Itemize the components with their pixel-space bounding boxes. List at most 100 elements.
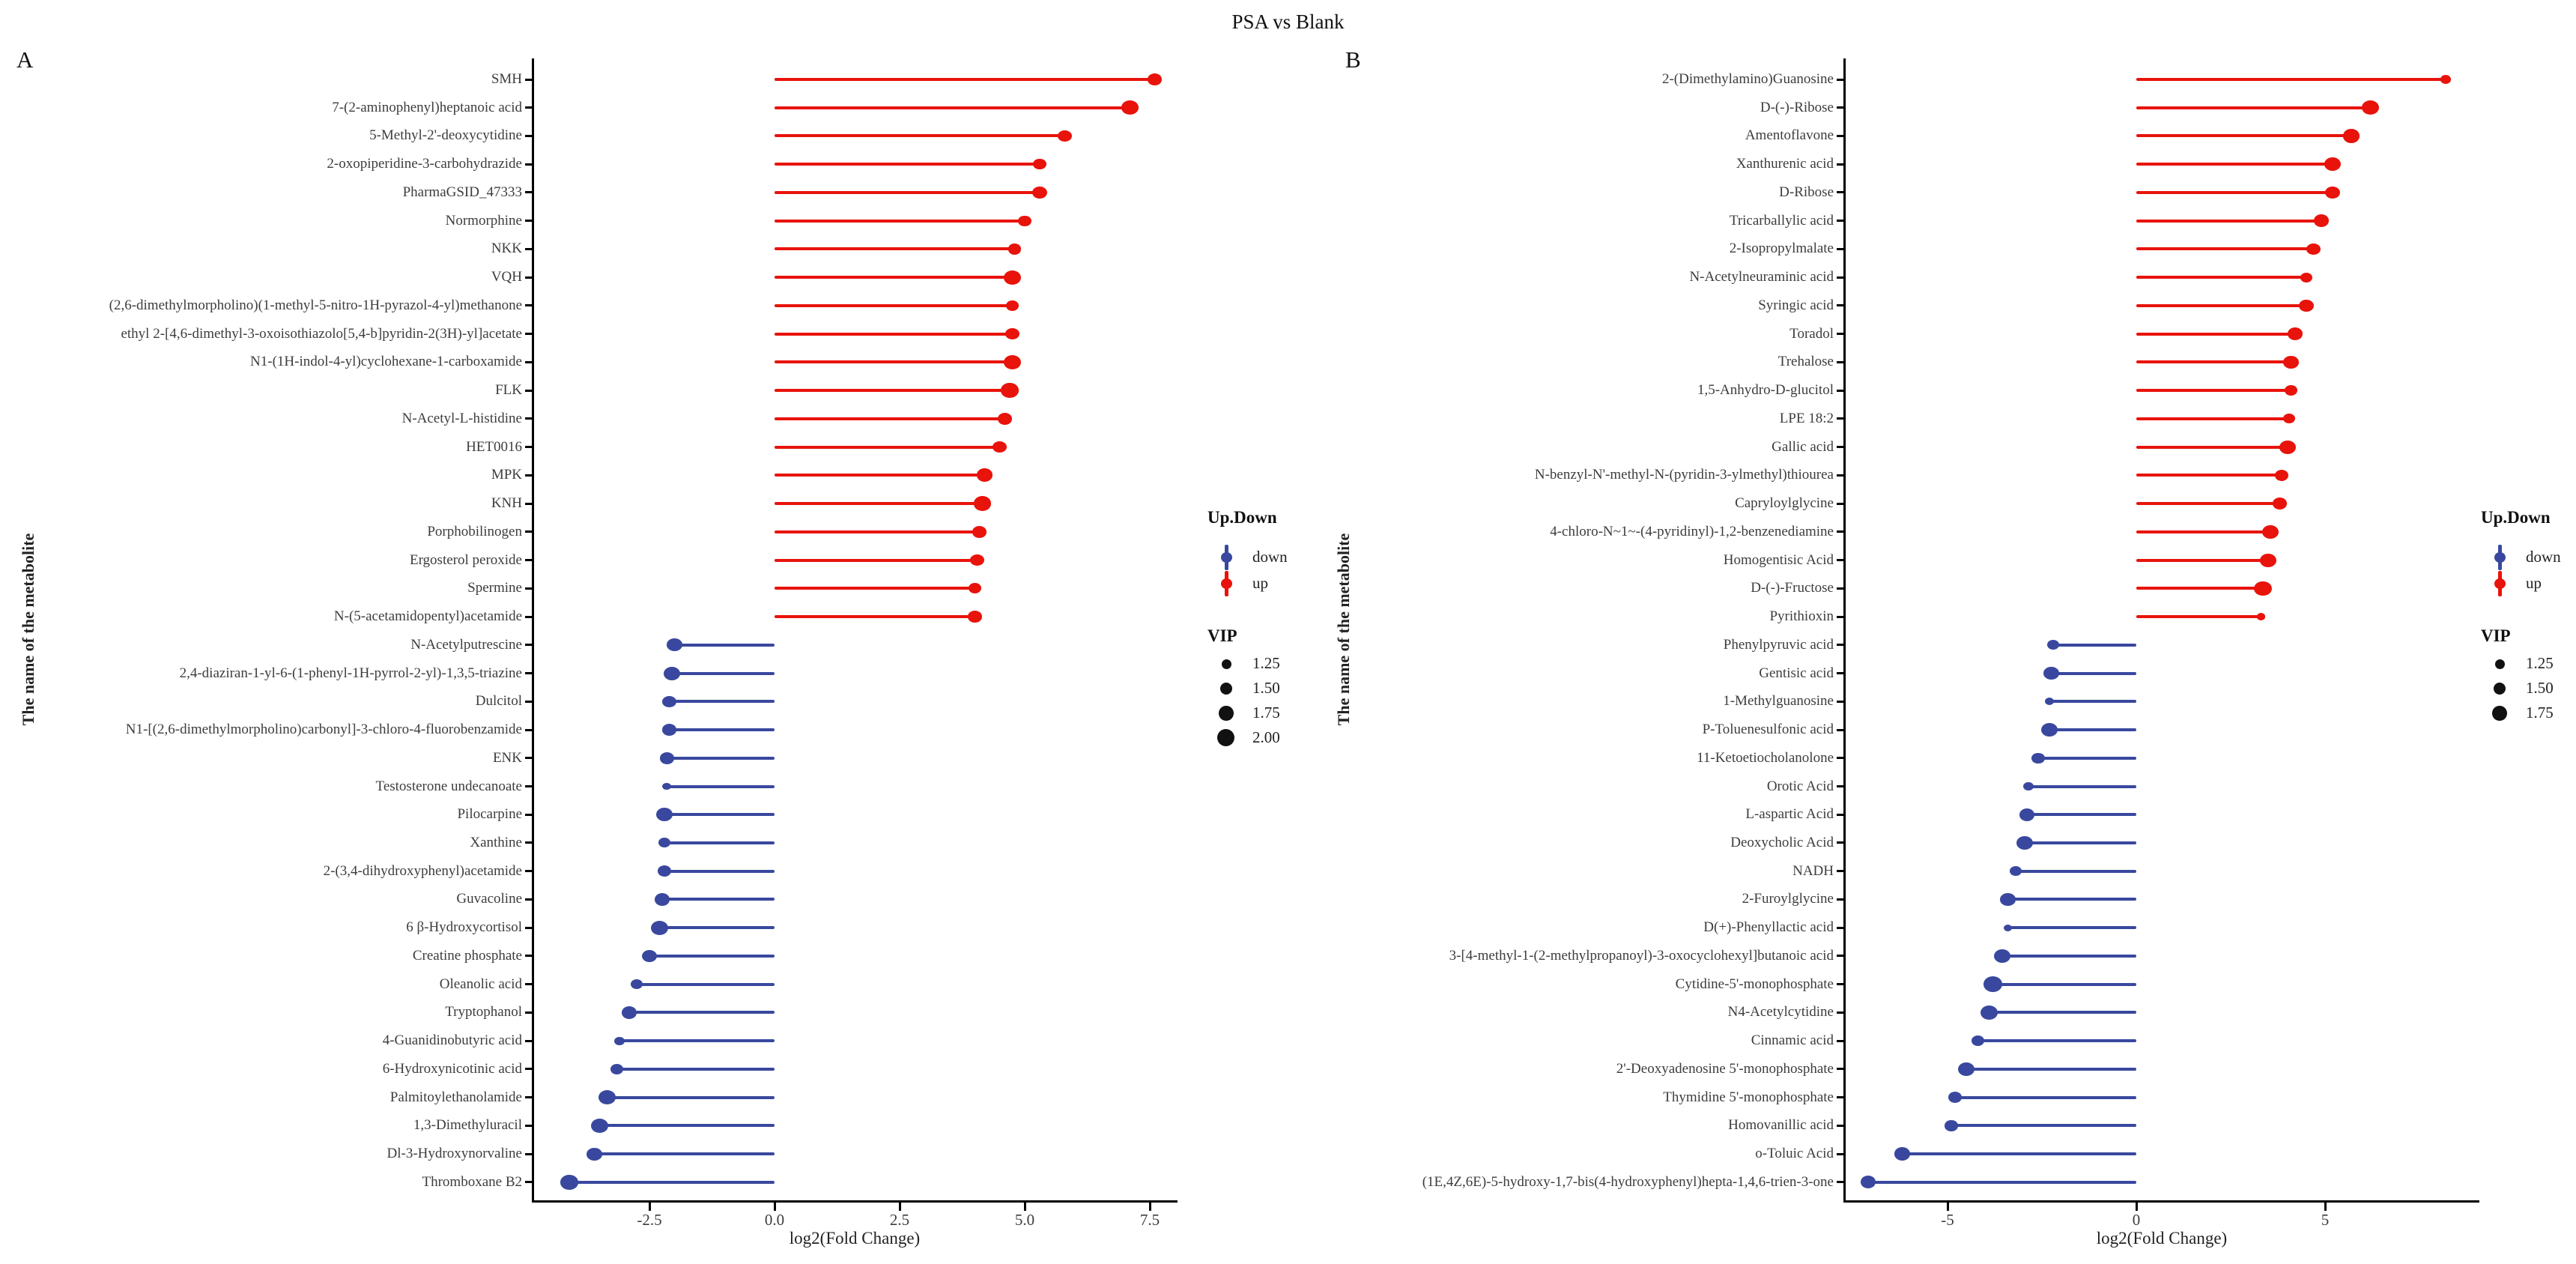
- row-label: N4-Acetylcytidine: [1727, 1004, 1834, 1020]
- lollipop-stem: [669, 700, 775, 704]
- legend-marker-up-dot-icon: [2494, 578, 2506, 589]
- legend-updown-title: Up.Down: [2481, 508, 2551, 527]
- y-tick: [1837, 870, 1843, 873]
- x-tick-label: 2.5: [889, 1211, 910, 1229]
- y-tick: [525, 841, 532, 844]
- y-tick: [1837, 672, 1843, 675]
- lollipop-stem: [1989, 1011, 2136, 1014]
- lollipop-stem: [2136, 303, 2306, 307]
- lollipop-dot: [2298, 299, 2314, 312]
- legend-item-down-label: down: [1252, 548, 1288, 566]
- row-label: N1-[(2,6-dimethylmorpholino)carbonyl]-3-…: [125, 722, 522, 738]
- y-tick: [1837, 304, 1843, 307]
- lollipop-stem: [2028, 784, 2136, 788]
- legend-vip-dot-icon: [1219, 682, 1233, 695]
- lollipop-dot: [1033, 159, 1046, 170]
- lollipop-dot: [1945, 1120, 1958, 1131]
- lollipop-dot: [970, 554, 984, 566]
- lollipop-dot: [972, 526, 987, 538]
- x-tick-label: 7.5: [1139, 1211, 1160, 1229]
- panel-b-y-axis-line: [1843, 58, 1846, 1203]
- lollipop-dot: [2016, 835, 2034, 850]
- row-label: Oleanolic acid: [439, 976, 522, 992]
- lollipop-dot: [2023, 781, 2034, 791]
- lollipop-stem: [616, 1067, 775, 1071]
- legend-vip-size-label: 1.25: [1252, 654, 1280, 672]
- row-label: 4-Guanidinobutyric acid: [382, 1032, 522, 1049]
- row-label: Spermine: [467, 580, 522, 596]
- row-label: Cinnamic acid: [1751, 1032, 1834, 1049]
- row-label: Dl-3-Hydroxynorvaline: [387, 1146, 522, 1162]
- row-label: Cytidine-5'-monophosphate: [1675, 976, 1834, 992]
- row-label: Pilocarpine: [457, 806, 522, 823]
- lollipop-dot: [2009, 866, 2022, 877]
- row-label: Normorphine: [445, 212, 522, 229]
- lollipop-dot: [650, 920, 669, 935]
- lollipop-dot: [2287, 327, 2303, 341]
- y-tick: [1837, 615, 1843, 618]
- lollipop-dot: [1058, 130, 1072, 142]
- lollipop-dot: [2313, 214, 2330, 228]
- x-tick-label: 5.0: [1014, 1211, 1035, 1229]
- lollipop-dot: [1001, 383, 1019, 398]
- row-label: 6 β-Hydroxycortisol: [406, 919, 522, 936]
- lollipop-stem: [775, 587, 975, 590]
- lollipop-stem: [775, 78, 1155, 81]
- lollipop-stem: [775, 219, 1025, 223]
- lollipop-stem: [2136, 360, 2291, 364]
- y-tick: [1837, 785, 1843, 787]
- row-label: 2-(3,4-dihydroxyphenyl)acetamide: [323, 862, 522, 879]
- row-label: Guvacoline: [456, 891, 522, 907]
- y-tick: [525, 870, 532, 873]
- row-label: Toradol: [1789, 325, 1834, 342]
- y-tick: [1837, 389, 1843, 392]
- lollipop-dot: [662, 782, 672, 790]
- lollipop-dot: [654, 893, 670, 906]
- legend-vip-size-label: 1.75: [2526, 704, 2554, 722]
- y-tick: [525, 502, 532, 505]
- lollipop-dot: [1003, 354, 1021, 370]
- lollipop-stem: [2136, 417, 2290, 420]
- row-label: 11-Ketoetiocholanolone: [1697, 749, 1834, 766]
- y-tick: [525, 644, 532, 647]
- row-label: N-(5-acetamidopentyl)acetamide: [333, 608, 522, 625]
- lollipop-dot: [1004, 327, 1019, 340]
- legend-vip-dot-icon: [1219, 706, 1234, 721]
- row-label: Amentoflavone: [1745, 127, 1834, 144]
- lollipop-stem: [1992, 982, 2136, 986]
- lollipop-dot: [631, 979, 643, 990]
- y-tick: [525, 220, 532, 223]
- legend-item-up-label: up: [2526, 574, 2542, 592]
- legend-marker-up-dot-icon: [1221, 578, 1232, 589]
- lollipop-stem: [775, 247, 1015, 251]
- lollipop-stem: [775, 502, 983, 506]
- lollipop-dot: [659, 752, 674, 764]
- row-label: MPK: [491, 467, 522, 483]
- row-label: KNH: [491, 495, 522, 512]
- lollipop-stem: [775, 389, 1010, 393]
- lollipop-dot: [1003, 270, 1021, 285]
- y-tick: [1837, 955, 1843, 958]
- row-label: ethyl 2-[4,6-dimethyl-3-oxoisothiazolo[5…: [121, 325, 522, 342]
- y-tick: [525, 898, 532, 901]
- y-tick: [1837, 757, 1843, 760]
- lollipop-stem: [594, 1152, 775, 1156]
- y-tick: [1837, 134, 1843, 137]
- panel-b-x-axis-line: [1843, 1200, 2479, 1203]
- row-label: Thymidine 5'-monophosphate: [1663, 1089, 1834, 1105]
- lollipop-dot: [2019, 808, 2034, 821]
- lollipop-stem: [2026, 813, 2136, 817]
- lollipop-dot: [657, 865, 672, 877]
- row-label: Xanthine: [470, 834, 522, 850]
- y-tick: [525, 672, 532, 675]
- lollipop-stem: [2136, 558, 2269, 562]
- y-tick: [525, 389, 532, 392]
- row-label: 2,4-diaziran-1-yl-6-(1-phenyl-1H-pyrrol-…: [179, 665, 522, 681]
- legend-item-up-label: up: [1252, 574, 1268, 592]
- lollipop-dot: [2343, 129, 2360, 143]
- y-tick: [525, 276, 532, 279]
- lollipop-stem: [599, 1124, 775, 1128]
- lollipop-dot: [1958, 1062, 1975, 1076]
- row-label: ENK: [492, 749, 522, 766]
- lollipop-dot: [662, 724, 677, 736]
